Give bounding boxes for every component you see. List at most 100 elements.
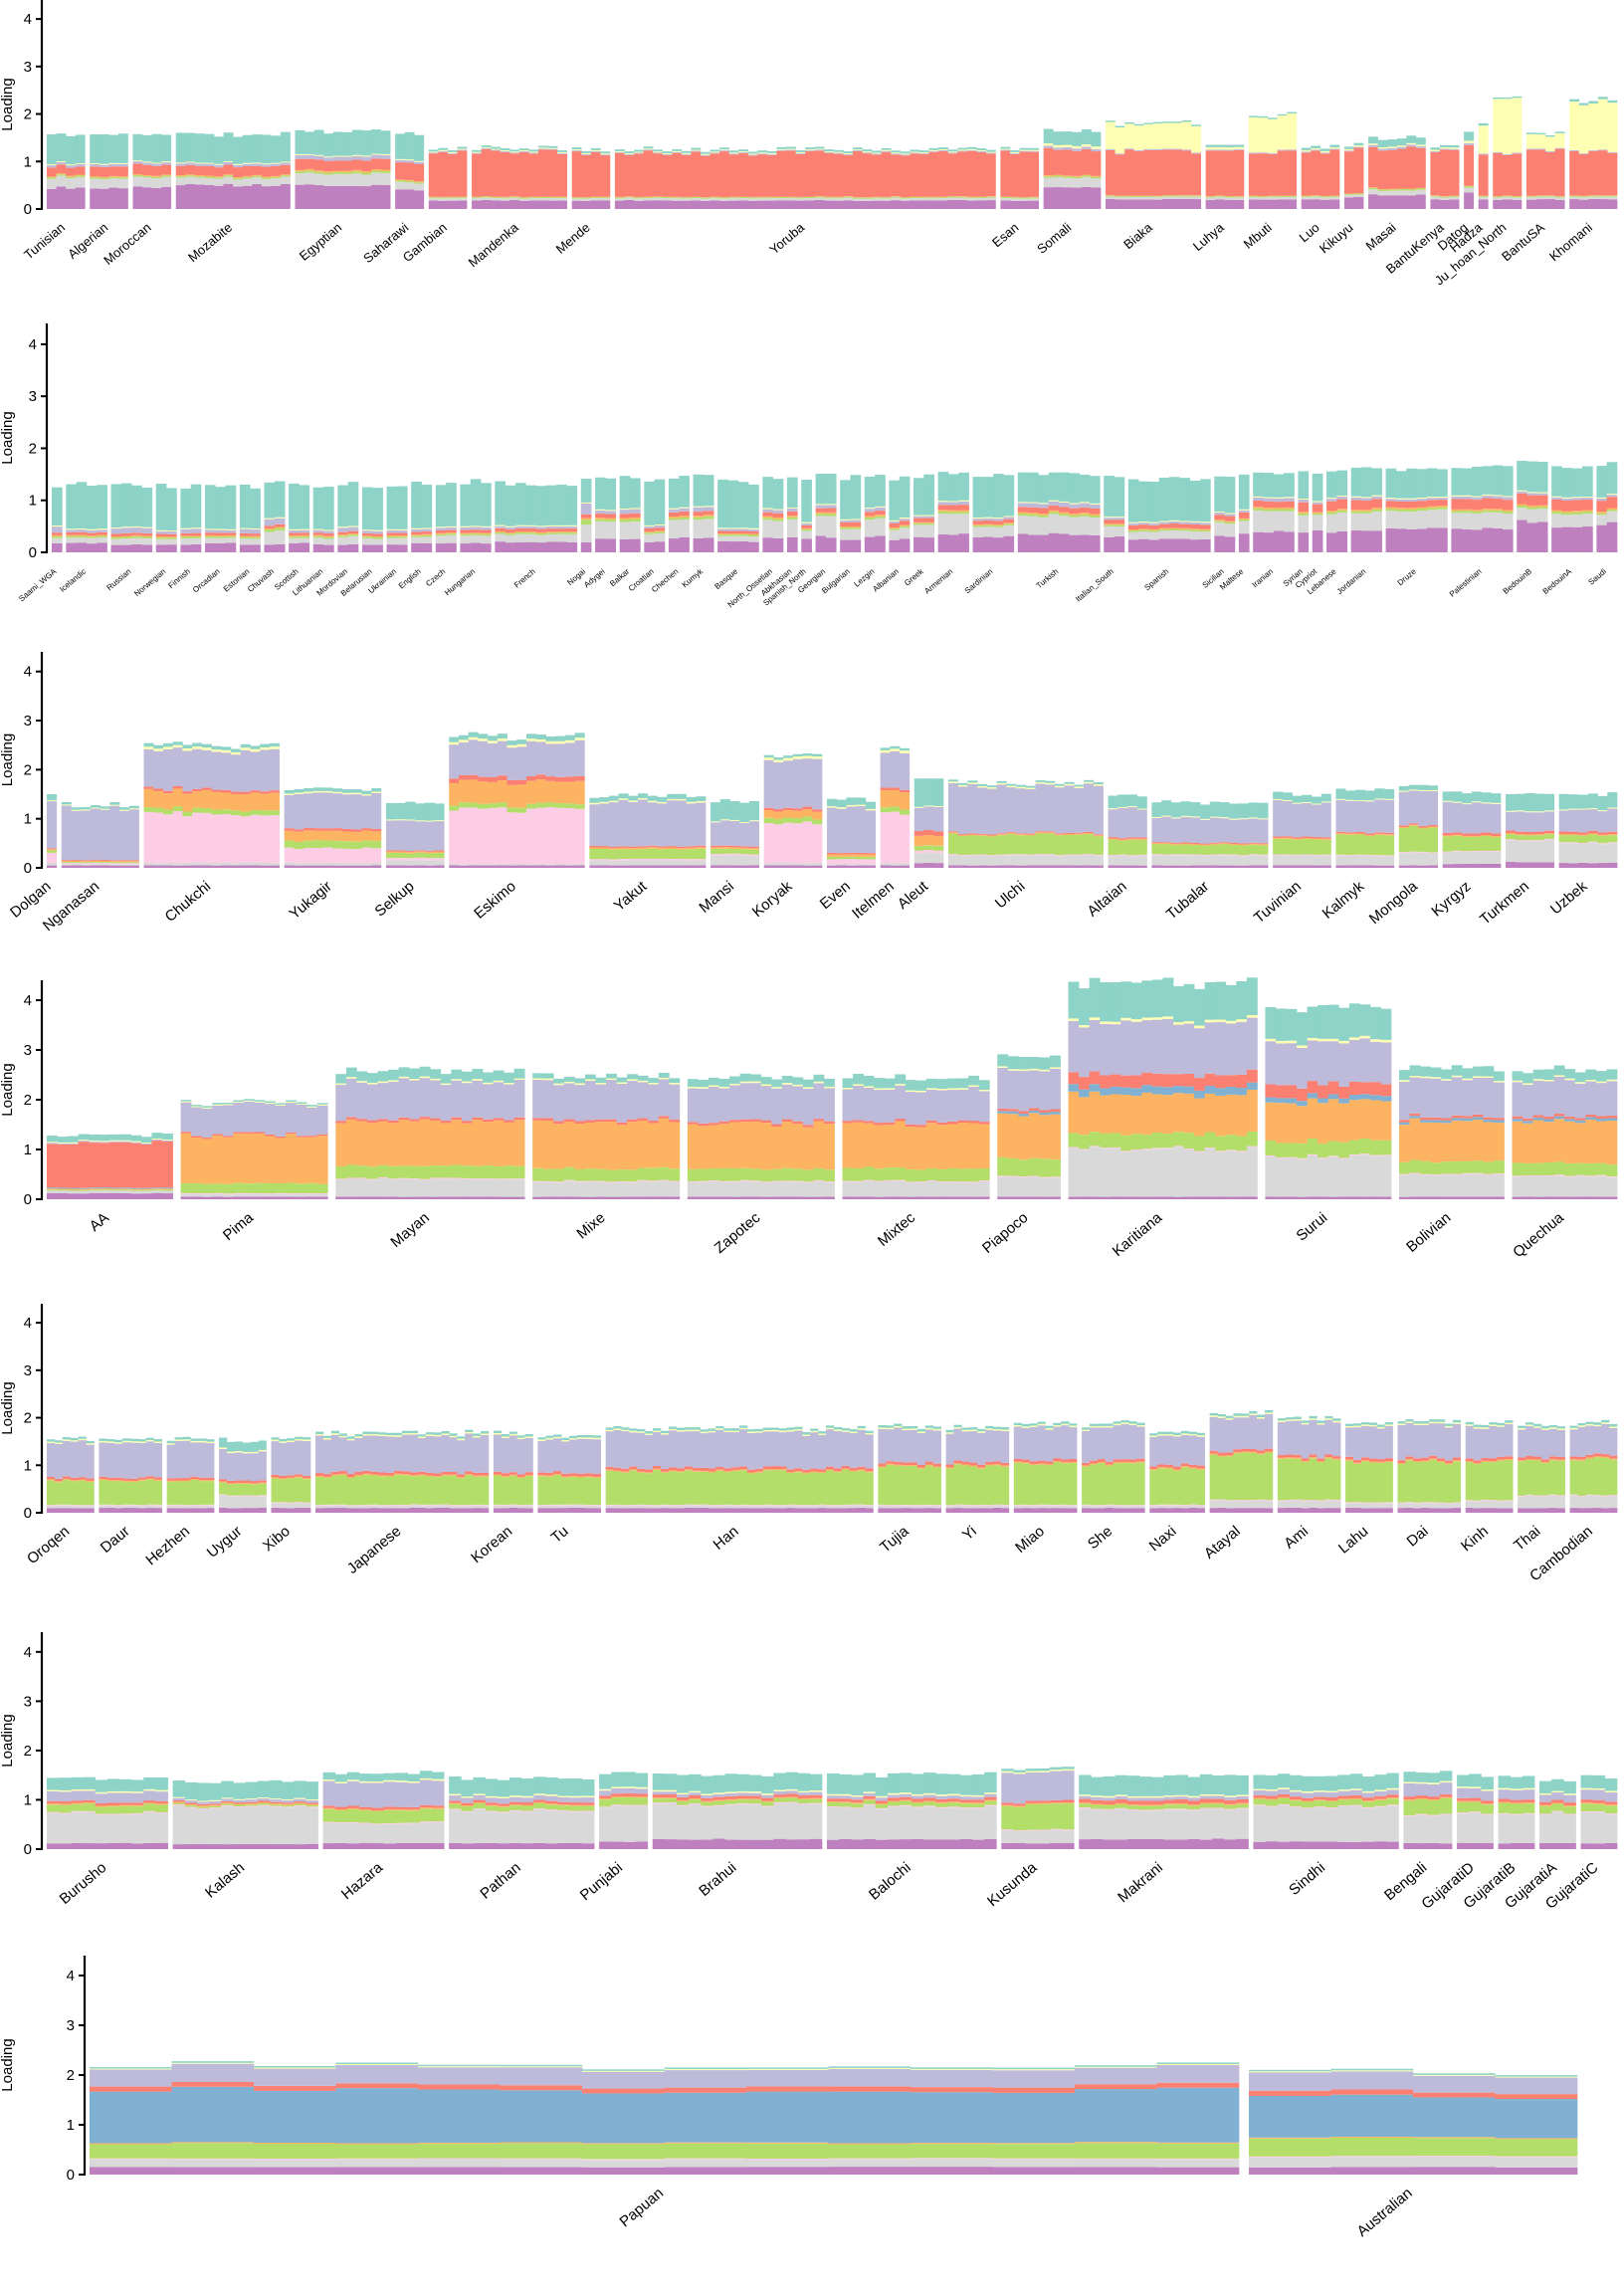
bar-segment-c8 bbox=[1408, 790, 1419, 824]
bar-segment-c1 bbox=[438, 200, 449, 209]
bar-segment-c1 bbox=[1461, 528, 1473, 552]
bar-segment-c7 bbox=[1084, 831, 1095, 834]
bar-segment-c3 bbox=[1016, 854, 1027, 856]
bar-segment-c5 bbox=[895, 1121, 907, 1168]
bar-segment-c10 bbox=[771, 1079, 783, 1088]
bar-segment-c4 bbox=[574, 1169, 586, 1181]
bar-segment-c2 bbox=[693, 520, 705, 538]
bar-segment-c2 bbox=[648, 1181, 660, 1197]
bar-segment-c8 bbox=[1194, 1028, 1206, 1079]
bar-segment-c4 bbox=[1578, 835, 1589, 843]
bar-segment-c2 bbox=[771, 1181, 783, 1197]
bar-segment-c2 bbox=[786, 198, 796, 201]
bar-segment-c1 bbox=[947, 199, 958, 209]
bar-segment-c1 bbox=[643, 200, 654, 209]
bar-segment-c10 bbox=[1263, 473, 1275, 498]
bar-segment-c10 bbox=[514, 483, 526, 525]
bar-segment-c7 bbox=[1561, 500, 1573, 512]
bar-segment-c3 bbox=[863, 1179, 875, 1181]
bar-segment-c5 bbox=[71, 861, 82, 862]
bar-segment-c4 bbox=[605, 520, 617, 522]
bar-segment-c8 bbox=[648, 1084, 660, 1122]
bar-segment-c7 bbox=[89, 1143, 101, 1188]
bar-segment-c3 bbox=[729, 1180, 740, 1182]
bar-segment-c5 bbox=[535, 779, 546, 803]
bar-segment-c1 bbox=[1312, 865, 1322, 868]
bar-segment-c10 bbox=[424, 802, 435, 821]
bar-segment-c4 bbox=[537, 197, 548, 199]
bar-segment-c7 bbox=[388, 1120, 399, 1124]
bar-segment-c7 bbox=[140, 1145, 152, 1188]
bar-segment-c10 bbox=[772, 479, 784, 510]
bar-segment-c4 bbox=[254, 1182, 266, 1193]
population-label: Mozabite bbox=[185, 220, 235, 265]
bar-segment-c5 bbox=[1427, 826, 1439, 828]
bar-segment-c9 bbox=[1526, 492, 1538, 494]
bar-segment-c8 bbox=[889, 521, 901, 523]
bar-segment-c7 bbox=[306, 1136, 318, 1138]
bar-segment-c9 bbox=[637, 797, 649, 800]
bar-segment-c6 bbox=[1194, 1090, 1206, 1099]
bar-segment-c1 bbox=[1329, 199, 1340, 209]
bar-segment-c4 bbox=[1238, 845, 1250, 856]
bar-segment-c3 bbox=[925, 1180, 937, 1181]
bar-segment-c10 bbox=[763, 754, 774, 758]
bar-segment-c5 bbox=[729, 847, 740, 849]
bar-segment-c10 bbox=[1481, 792, 1492, 803]
bar-segment-c2 bbox=[370, 172, 381, 185]
bar-segment-c1 bbox=[1482, 527, 1493, 552]
bar-segment-c5 bbox=[786, 516, 798, 518]
bar-segment-c10 bbox=[1377, 139, 1388, 148]
bar-segment-c4 bbox=[653, 196, 664, 198]
bar-segment-c4 bbox=[590, 197, 601, 199]
bar-segment-c4 bbox=[495, 531, 506, 534]
bar-segment-c4 bbox=[547, 197, 558, 199]
bar-segment-c9 bbox=[1028, 502, 1039, 504]
bar-segment-c10 bbox=[802, 1079, 814, 1088]
bar-segment-c9 bbox=[335, 1083, 347, 1086]
bar-segment-c9 bbox=[507, 744, 517, 748]
bar-segment-c7 bbox=[481, 148, 492, 197]
bar-segment-c9 bbox=[691, 149, 702, 151]
bar-segment-c1 bbox=[1354, 865, 1365, 868]
bar-segment-c9 bbox=[1016, 786, 1027, 789]
bar-segment-c2 bbox=[1053, 176, 1064, 188]
bar-segment-c8 bbox=[1049, 1069, 1061, 1110]
bar-segment-c1 bbox=[1200, 865, 1211, 868]
bar-segment-c8 bbox=[595, 510, 606, 515]
bar-segment-c10 bbox=[1284, 473, 1295, 498]
bar-segment-c2 bbox=[1173, 1146, 1184, 1197]
bar-segment-c9 bbox=[47, 1142, 58, 1144]
bar-segment-c1 bbox=[342, 185, 353, 209]
bar-segment-c8 bbox=[836, 808, 847, 854]
bar-segment-c10 bbox=[76, 482, 88, 529]
bar-segment-c1 bbox=[86, 543, 98, 552]
bar-segment-c9 bbox=[571, 149, 582, 151]
bar-segment-c7 bbox=[1215, 150, 1226, 196]
bar-segment-c9 bbox=[1493, 99, 1504, 152]
bar-segment-c7 bbox=[644, 527, 655, 532]
bar-segment-c2 bbox=[614, 198, 625, 201]
bar-segment-c10 bbox=[1130, 982, 1142, 1020]
bar-segment-c4 bbox=[747, 197, 758, 199]
bar-segment-c1 bbox=[1335, 865, 1346, 868]
bar-segment-c7 bbox=[1117, 838, 1128, 840]
bar-segment-c5 bbox=[428, 196, 439, 198]
population-label: Italian_South bbox=[1074, 567, 1116, 604]
bar-segment-c8 bbox=[967, 783, 978, 834]
bar-segment-c1 bbox=[1048, 532, 1060, 552]
bar-segment-c8 bbox=[386, 529, 398, 533]
bar-segment-c1 bbox=[914, 863, 924, 868]
bar-segment-c2 bbox=[56, 175, 67, 187]
bar-segment-c8 bbox=[89, 1142, 101, 1144]
bar-segment-c10 bbox=[110, 484, 122, 528]
bar-segment-c4 bbox=[760, 1169, 772, 1182]
bar-segment-c3 bbox=[739, 1179, 751, 1181]
bar-segment-c2 bbox=[345, 1178, 357, 1197]
bar-segment-c6 bbox=[1173, 1086, 1184, 1094]
bar-segment-c1 bbox=[495, 541, 506, 552]
bar-segment-c1 bbox=[1588, 198, 1599, 209]
bar-segment-c9 bbox=[1081, 144, 1092, 147]
bar-segment-c7 bbox=[825, 508, 837, 513]
bar-segment-c9 bbox=[1115, 127, 1125, 154]
